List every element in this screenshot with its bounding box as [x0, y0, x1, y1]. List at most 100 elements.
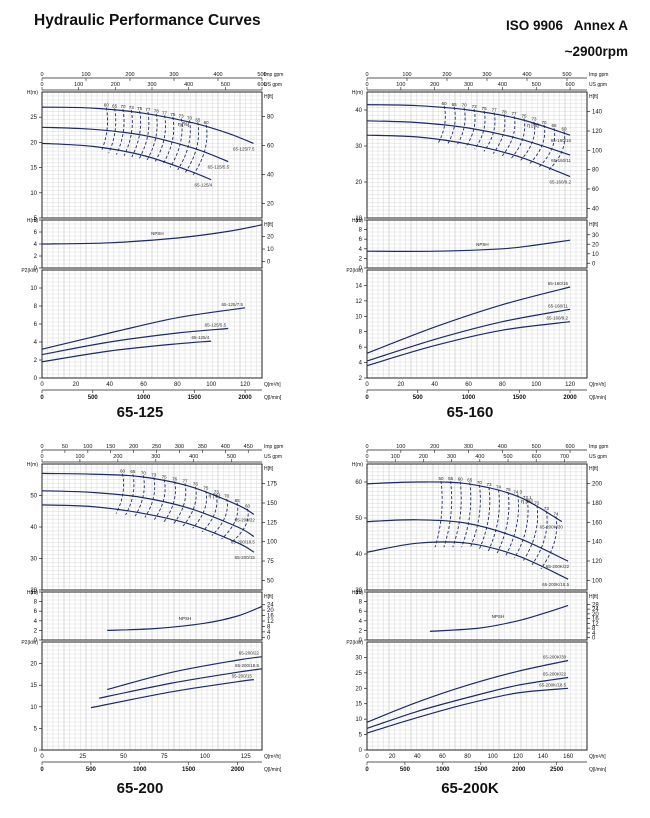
efficiency-label: 60	[245, 504, 251, 509]
npsh-ft-tick-label: 12	[592, 621, 599, 627]
imp-gpm-tick-label: 0	[365, 72, 368, 78]
efficiency-label: 60	[442, 101, 448, 106]
head-frame	[366, 463, 588, 591]
power-curve-label: 65-200K/18.5	[539, 682, 567, 687]
head-ytick-label: 10	[30, 191, 37, 197]
power-ytick-label: 12	[355, 299, 362, 305]
power-ylabel: P2(kW)	[21, 268, 38, 274]
npsh-label: NPSH	[476, 242, 489, 247]
us-gpm-axis-title: US gpm	[589, 454, 607, 460]
imp-gpm-tick-label: 200	[442, 72, 451, 78]
efficiency-label: 75	[203, 486, 209, 491]
q-m3h-tick-label: 0	[40, 754, 44, 760]
npsh-ytick-label: 10	[355, 590, 362, 596]
efficiency-curve	[505, 494, 519, 557]
efficiency-label: 73.1	[523, 495, 532, 500]
power-curve-65-200/22	[107, 656, 263, 691]
head-ft-tick-label: 40	[267, 173, 274, 179]
q-m3h-axis-title: Q[m³/h]	[264, 382, 281, 388]
q-m3h-tick-label: 160	[563, 754, 574, 760]
imp-gpm-tick-label: 0	[40, 444, 43, 450]
npsh-ft-tick-label: 28	[592, 602, 599, 608]
imp-gpm-tick-label: 200	[129, 444, 138, 450]
efficiency-curve	[185, 122, 199, 173]
imp-gpm-tick-label: 600	[565, 444, 574, 450]
head-ytick-label: 30	[355, 144, 362, 150]
us-gpm-tick-label: 0	[365, 454, 368, 460]
us-gpm-axis-title: US gpm	[264, 82, 282, 88]
us-gpm-tick-label: 0	[40, 454, 43, 460]
npsh-ylabel: H(m)	[352, 590, 363, 596]
imp-gpm-tick-label: 500	[257, 72, 266, 78]
npsh-ft-tick-label: 20	[592, 242, 599, 248]
npsh-ylabel: H(m)	[27, 218, 38, 224]
q-m3h-tick-label: 60	[140, 382, 147, 388]
chart-65-200: 0 50 100 150 200 250 300 350 400 450 Imp gpm 0 100 20…	[0, 440, 325, 775]
npsh-label: NPSH	[179, 616, 192, 621]
efficiency-label: 73	[129, 105, 135, 110]
efficiency-label: 65	[551, 123, 557, 128]
efficiency-label: 75	[162, 474, 168, 479]
power-ytick-label: 5	[359, 733, 363, 739]
head-ft-tick-label: 150	[267, 501, 278, 507]
npsh-frame	[366, 591, 588, 641]
efficiency-curve	[192, 124, 208, 176]
npsh-ytick-label: 8	[34, 600, 38, 606]
q-lmin-tick-label: 0	[365, 395, 369, 401]
efficiency-curve	[192, 490, 207, 529]
q-m3h-tick-label: 50	[120, 754, 127, 760]
q-lmin-tick-label: 1500	[513, 395, 527, 401]
us-gpm-tick-label: 300	[147, 82, 156, 88]
head-ylabel-ft: H[ft]	[264, 466, 274, 472]
q-m3h-tick-label: 40	[106, 382, 113, 388]
q-m3h-tick-label: 120	[513, 754, 524, 760]
head-ytick-label: 30	[355, 588, 362, 594]
q-lmin-tick-label: 1500	[474, 767, 488, 773]
head-curve-65-200K/18.5	[366, 541, 569, 580]
head-ylabel: H(m)	[352, 462, 363, 468]
power-ytick-label: 10	[30, 286, 37, 292]
q-lmin-tick-label: 1500	[182, 767, 196, 773]
head-curve-label: 65-160/9.2	[550, 180, 572, 185]
npsh-ft-tick-label: 0	[267, 260, 271, 266]
q-lmin-tick-label: 2000	[563, 395, 577, 401]
power-frame	[366, 641, 588, 751]
q-m3h-tick-label: 20	[73, 382, 80, 388]
head-ft-tick-label: 140	[592, 540, 603, 546]
imp-gpm-tick-label: 300	[464, 444, 473, 450]
npsh-ytick-label: 2	[34, 254, 38, 260]
efficiency-label: 70	[477, 480, 483, 485]
efficiency-label: 75	[482, 106, 488, 111]
efficiency-curve	[522, 505, 539, 561]
q-lmin-tick-label: 2000	[238, 395, 252, 401]
power-ytick-label: 10	[355, 314, 362, 320]
head-ytick-label: 50	[355, 516, 362, 522]
efficiency-curve	[211, 498, 228, 536]
head-curve-label: 65-200/18.5	[231, 539, 256, 544]
head-ft-tick-label: 100	[592, 578, 603, 584]
efficiency-label: 70	[120, 104, 126, 109]
head-ylabel: H(m)	[27, 462, 38, 468]
efficiency-curve	[125, 474, 135, 516]
npsh-ft-tick-label: 0	[592, 261, 596, 267]
head-curve-65-200/22	[41, 472, 255, 515]
efficiency-curve	[434, 480, 443, 548]
npsh-curve	[107, 605, 263, 631]
npsh-ft-tick-label: 20	[267, 234, 274, 240]
power-curve-label: 65-200K/30	[543, 655, 567, 660]
us-gpm-tick-label: 300	[447, 454, 456, 460]
q-m3h-tick-label: 60	[439, 754, 446, 760]
imp-gpm-tick-label: 500	[532, 444, 541, 450]
power-frame	[366, 269, 588, 379]
power-curve-65-125/7.5	[41, 307, 246, 350]
us-gpm-tick-label: 600	[565, 82, 574, 88]
power-ytick-label: 8	[34, 304, 38, 310]
head-curve-label: 65-125/5.5	[208, 165, 230, 170]
efficiency-curve	[115, 473, 125, 514]
q-lmin-tick-label: 500	[88, 395, 99, 401]
head-ft-tick-label: 60	[267, 144, 274, 150]
npsh-ylabel: H(m)	[27, 590, 38, 596]
efficiency-curve	[465, 108, 476, 148]
q-m3h-tick-label: 20	[398, 382, 405, 388]
